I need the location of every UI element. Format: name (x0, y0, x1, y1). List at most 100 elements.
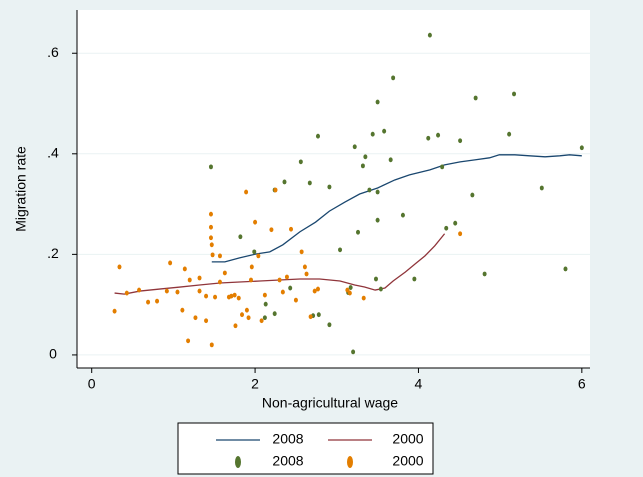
point (307, 180, 312, 186)
point (236, 295, 241, 301)
point (272, 311, 277, 317)
point (440, 164, 445, 170)
point (382, 128, 387, 134)
point (244, 307, 249, 313)
point (204, 293, 209, 299)
point (284, 274, 289, 280)
point (391, 75, 396, 81)
point (427, 32, 432, 38)
point (298, 159, 303, 165)
plot-area (77, 10, 590, 368)
y-axis-label: Migration rate (13, 146, 29, 232)
point (262, 292, 267, 298)
point (209, 242, 214, 248)
point (563, 266, 568, 272)
point (213, 294, 218, 300)
point (248, 277, 253, 283)
point (579, 145, 584, 151)
point (539, 185, 544, 191)
legend-label: 2000 (392, 431, 423, 447)
line (114, 233, 446, 295)
point (482, 271, 487, 277)
point (352, 144, 357, 150)
point (356, 229, 361, 235)
point (155, 298, 160, 304)
point (262, 315, 267, 321)
point (259, 318, 264, 324)
point (315, 286, 320, 292)
point (338, 247, 343, 253)
point (186, 338, 191, 344)
point (470, 192, 475, 198)
point (378, 286, 383, 292)
point (375, 99, 380, 105)
point (256, 253, 261, 259)
point (249, 264, 254, 270)
y-tick-label: .6 (47, 44, 59, 60)
point (282, 179, 287, 185)
point (351, 349, 356, 355)
point (175, 289, 180, 295)
legend-label: 2008 (272, 431, 303, 447)
point (269, 227, 274, 233)
point (180, 307, 185, 313)
x-tick-label: 4 (415, 376, 423, 392)
point (197, 288, 202, 294)
point (302, 264, 307, 270)
point (273, 187, 278, 193)
point (208, 211, 213, 217)
legend-label: 2008 (272, 453, 303, 469)
point (124, 290, 129, 296)
point (232, 292, 237, 298)
point (458, 138, 463, 144)
legend (177, 422, 434, 475)
point (370, 131, 375, 137)
line (211, 154, 582, 263)
x-tick-label: 2 (251, 376, 259, 392)
point (246, 315, 251, 321)
point (426, 135, 431, 141)
point (348, 285, 353, 290)
point (375, 189, 380, 195)
point (233, 323, 238, 329)
point (315, 133, 320, 139)
point (304, 271, 309, 277)
y-tick-label: 0 (49, 346, 57, 362)
point (146, 299, 151, 305)
point (277, 277, 282, 283)
point (288, 285, 293, 291)
point (412, 276, 417, 282)
point (222, 270, 227, 276)
point (197, 275, 202, 281)
point (208, 235, 213, 241)
point (388, 157, 393, 163)
point (244, 189, 249, 195)
x-tick-label: 6 (578, 376, 586, 392)
point (436, 132, 441, 138)
point (182, 266, 187, 272)
point (209, 342, 214, 348)
point (453, 220, 458, 226)
point (229, 293, 234, 299)
point (208, 224, 213, 230)
point (168, 260, 173, 266)
point (217, 253, 222, 259)
point (289, 226, 294, 232)
point (164, 288, 169, 294)
point (473, 95, 478, 101)
point (240, 312, 245, 318)
point (512, 91, 517, 97)
point (345, 287, 350, 293)
point (400, 212, 405, 218)
point (367, 187, 372, 193)
point (238, 234, 243, 240)
point (347, 290, 352, 296)
point (458, 231, 463, 237)
point (327, 184, 332, 190)
point (263, 301, 268, 307)
point (299, 249, 304, 255)
point (312, 288, 317, 294)
point (360, 163, 365, 169)
point (112, 308, 117, 314)
